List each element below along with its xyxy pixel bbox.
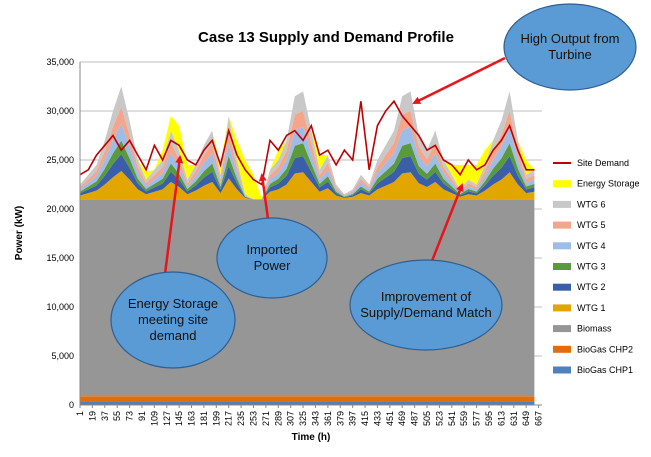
y-tick-label: 10,000 <box>46 302 74 312</box>
callout-bubble <box>503 3 637 91</box>
callout-bubble <box>216 217 328 299</box>
y-tick-label: 30,000 <box>46 106 74 116</box>
x-tick-label: 469 <box>397 411 407 426</box>
x-tick-label: 613 <box>496 411 506 426</box>
area-series <box>80 123 535 200</box>
x-tick-label: 19 <box>87 411 97 421</box>
x-tick-label: 163 <box>187 411 197 426</box>
x-tick-label: 271 <box>261 411 271 426</box>
x-tick-label: 145 <box>174 411 184 426</box>
callout-bubble <box>349 259 503 351</box>
legend-label: WTG 1 <box>577 303 606 313</box>
y-tick-label: 15,000 <box>46 253 74 263</box>
x-tick-label: 91 <box>137 411 147 421</box>
x-tick-label: 649 <box>521 411 531 426</box>
legend-label: Energy Storage <box>577 179 640 189</box>
x-tick-label: 289 <box>273 411 283 426</box>
x-tick-label: 217 <box>224 411 234 426</box>
legend-swatch <box>553 180 571 188</box>
chart-title: Case 13 Supply and Demand Profile <box>198 29 454 46</box>
x-tick-label: 631 <box>509 411 519 426</box>
legend-label: WTG 4 <box>577 241 606 251</box>
legend-label: WTG 6 <box>577 199 606 209</box>
x-tick-label: 541 <box>447 411 457 426</box>
y-tick-label: 20,000 <box>46 204 74 214</box>
area-series <box>80 106 535 200</box>
y-tick-label: 25,000 <box>46 155 74 165</box>
callout-arrow <box>412 56 506 105</box>
legend-label: WTG 5 <box>577 220 606 230</box>
x-tick-label: 307 <box>286 411 296 426</box>
legend-swatch <box>553 325 571 333</box>
x-tick-label: 73 <box>125 411 135 421</box>
x-axis-label: Time (h) <box>292 432 331 443</box>
x-tick-label: 415 <box>360 411 370 426</box>
legend-swatch <box>553 200 571 208</box>
callout-text: Improvement of Supply/Demand Match <box>360 289 492 320</box>
area-series <box>80 154 535 200</box>
legend-swatch <box>553 221 571 229</box>
callout-text: Energy Storage meeting site demand <box>127 296 219 343</box>
x-tick-label: 253 <box>249 411 259 426</box>
x-tick-label: 127 <box>162 411 172 426</box>
legend-swatch <box>553 366 571 374</box>
x-tick-label: 595 <box>484 411 494 426</box>
x-tick-label: 577 <box>472 411 482 426</box>
x-tick-label: 433 <box>372 411 382 426</box>
x-tick-label: 523 <box>434 411 444 426</box>
x-tick-label: 505 <box>422 411 432 426</box>
callout-arrow <box>258 173 270 220</box>
x-tick-label: 379 <box>335 411 345 426</box>
legend-label: WTG 3 <box>577 262 606 272</box>
legend-swatch <box>553 242 571 250</box>
legend-label: Site Demand <box>577 158 629 168</box>
y-tick-label: 5,000 <box>51 351 74 361</box>
legend-label: BioGas CHP1 <box>577 365 633 375</box>
x-tick-label: 397 <box>348 411 358 426</box>
area-series <box>80 171 535 200</box>
legend-label: Biomass <box>577 324 612 334</box>
y-tick-label: 0 <box>69 400 74 410</box>
x-tick-label: 361 <box>323 411 333 426</box>
x-tick-label: 199 <box>211 411 221 426</box>
legend-swatch <box>553 263 571 270</box>
legend-swatch <box>553 345 571 353</box>
x-tick-label: 559 <box>459 411 469 426</box>
x-tick-label: 235 <box>236 411 246 426</box>
x-tick-label: 343 <box>310 411 320 426</box>
x-tick-label: 667 <box>534 411 544 426</box>
callout-text: High Output from Turbine <box>520 31 620 62</box>
x-tick-label: 37 <box>100 411 110 421</box>
x-tick-label: 181 <box>199 411 209 426</box>
callout-text: Imported Power <box>246 242 298 273</box>
legend-swatch <box>553 304 571 312</box>
x-tick-label: 55 <box>112 411 122 421</box>
line-series <box>79 99 535 186</box>
area-series <box>80 86 535 200</box>
x-tick-label: 1 <box>75 411 85 416</box>
legend-swatch <box>553 283 571 291</box>
callout-bubble <box>110 271 236 369</box>
callout-arrow <box>163 155 184 275</box>
area-series <box>80 140 535 200</box>
x-tick-label: 109 <box>149 411 159 426</box>
x-tick-label: 451 <box>385 411 395 426</box>
area-series <box>80 401 535 405</box>
legend-label: BioGas CHP2 <box>577 344 633 354</box>
x-tick-label: 325 <box>298 411 308 426</box>
area-series <box>80 396 535 402</box>
y-axis-label: Power (kW) <box>14 206 25 260</box>
legend-label: WTG 2 <box>577 282 606 292</box>
callout-arrow <box>428 183 464 267</box>
x-tick-label: 487 <box>410 411 420 426</box>
y-tick-label: 35,000 <box>46 57 74 67</box>
